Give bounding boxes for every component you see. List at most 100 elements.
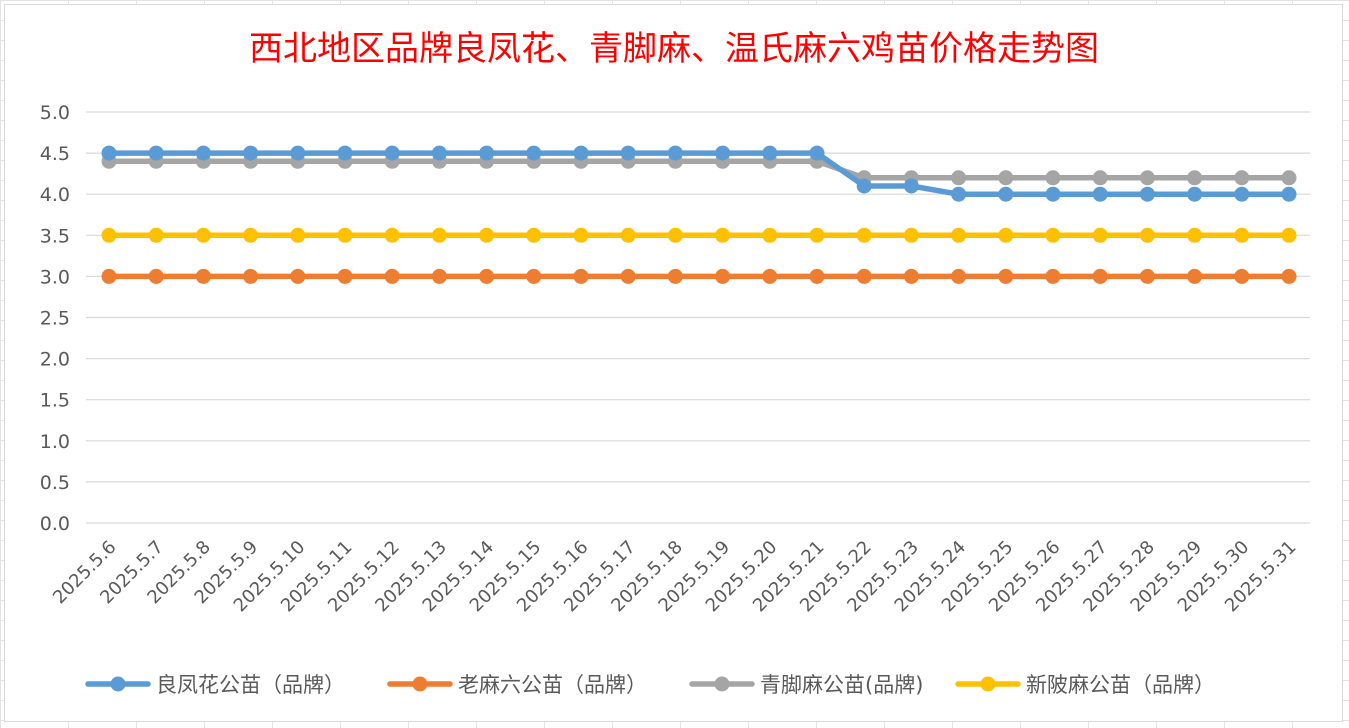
data-point[interactable]: [903, 227, 919, 243]
data-point[interactable]: [195, 145, 211, 161]
data-point[interactable]: [1045, 170, 1061, 186]
data-point[interactable]: [384, 145, 400, 161]
data-point[interactable]: [1045, 186, 1061, 202]
data-point[interactable]: [1139, 186, 1155, 202]
data-point[interactable]: [620, 145, 636, 161]
data-point[interactable]: [998, 170, 1014, 186]
data-point[interactable]: [998, 186, 1014, 202]
data-point[interactable]: [1092, 227, 1108, 243]
data-point[interactable]: [1139, 268, 1155, 284]
data-point[interactable]: [1139, 227, 1155, 243]
data-point[interactable]: [243, 268, 259, 284]
data-point[interactable]: [715, 227, 731, 243]
series-1[interactable]: [101, 268, 1297, 284]
data-point[interactable]: [809, 227, 825, 243]
data-point[interactable]: [243, 227, 259, 243]
data-point[interactable]: [1187, 170, 1203, 186]
legend-item[interactable]: 新陂麻公苗（品牌）: [955, 673, 1215, 697]
data-point[interactable]: [903, 178, 919, 194]
data-point[interactable]: [903, 268, 919, 284]
data-point[interactable]: [856, 227, 872, 243]
data-point[interactable]: [856, 178, 872, 194]
data-point[interactable]: [526, 227, 542, 243]
legend-item[interactable]: 良凤花公苗（品牌）: [85, 673, 345, 697]
data-point[interactable]: [1281, 186, 1297, 202]
series-2[interactable]: [101, 153, 1297, 186]
data-point[interactable]: [1092, 170, 1108, 186]
data-point[interactable]: [431, 268, 447, 284]
data-point[interactable]: [148, 145, 164, 161]
data-point[interactable]: [667, 268, 683, 284]
series-3[interactable]: [101, 227, 1297, 243]
data-point[interactable]: [573, 268, 589, 284]
data-point[interactable]: [1092, 186, 1108, 202]
data-point[interactable]: [290, 145, 306, 161]
legend-item[interactable]: 青脚麻公苗(品牌): [689, 673, 923, 697]
data-point[interactable]: [951, 170, 967, 186]
data-point[interactable]: [715, 145, 731, 161]
data-point[interactable]: [762, 145, 778, 161]
chart-area[interactable]: [4, 4, 1343, 722]
data-point[interactable]: [1234, 268, 1250, 284]
data-point[interactable]: [1045, 227, 1061, 243]
data-point[interactable]: [1187, 268, 1203, 284]
data-point[interactable]: [667, 227, 683, 243]
data-point[interactable]: [998, 227, 1014, 243]
data-point[interactable]: [620, 268, 636, 284]
legend-item[interactable]: 老麻六公苗（品牌）: [387, 673, 647, 697]
data-point[interactable]: [667, 145, 683, 161]
data-point[interactable]: [337, 227, 353, 243]
data-point[interactable]: [337, 268, 353, 284]
series-line[interactable]: [106, 158, 1292, 181]
data-point[interactable]: [1187, 186, 1203, 202]
data-point[interactable]: [526, 268, 542, 284]
data-point[interactable]: [337, 145, 353, 161]
data-point[interactable]: [526, 145, 542, 161]
data-point[interactable]: [1234, 170, 1250, 186]
data-point[interactable]: [762, 268, 778, 284]
data-point[interactable]: [384, 268, 400, 284]
data-point[interactable]: [243, 145, 259, 161]
data-point[interactable]: [951, 186, 967, 202]
data-point[interactable]: [1281, 170, 1297, 186]
data-point[interactable]: [101, 268, 117, 284]
data-point[interactable]: [762, 227, 778, 243]
data-point[interactable]: [620, 227, 636, 243]
data-point[interactable]: [101, 145, 117, 161]
data-point[interactable]: [1045, 268, 1061, 284]
data-point[interactable]: [573, 227, 589, 243]
y-tick-label: 2.5: [40, 308, 70, 330]
data-point[interactable]: [431, 145, 447, 161]
data-point[interactable]: [101, 227, 117, 243]
data-point[interactable]: [998, 268, 1014, 284]
data-point[interactable]: [479, 227, 495, 243]
data-point[interactable]: [1234, 186, 1250, 202]
series-line[interactable]: [106, 150, 1292, 197]
legend-label: 良凤花公苗（品牌）: [156, 673, 345, 697]
data-point[interactable]: [195, 268, 211, 284]
data-point[interactable]: [195, 227, 211, 243]
data-point[interactable]: [1281, 227, 1297, 243]
data-point[interactable]: [1092, 268, 1108, 284]
data-point[interactable]: [1187, 227, 1203, 243]
data-point[interactable]: [1281, 268, 1297, 284]
data-point[interactable]: [479, 145, 495, 161]
data-point[interactable]: [384, 227, 400, 243]
data-point[interactable]: [951, 227, 967, 243]
data-point[interactable]: [148, 227, 164, 243]
data-point[interactable]: [809, 145, 825, 161]
data-point[interactable]: [479, 268, 495, 284]
data-point[interactable]: [715, 268, 731, 284]
data-point[interactable]: [431, 227, 447, 243]
data-point[interactable]: [290, 268, 306, 284]
data-point[interactable]: [290, 227, 306, 243]
data-point[interactable]: [573, 145, 589, 161]
y-tick-label: 0.0: [40, 513, 70, 535]
data-point[interactable]: [809, 268, 825, 284]
data-point[interactable]: [148, 268, 164, 284]
data-point[interactable]: [856, 268, 872, 284]
data-point[interactable]: [951, 268, 967, 284]
data-point[interactable]: [1139, 170, 1155, 186]
series-0[interactable]: [101, 145, 1297, 202]
data-point[interactable]: [1234, 227, 1250, 243]
